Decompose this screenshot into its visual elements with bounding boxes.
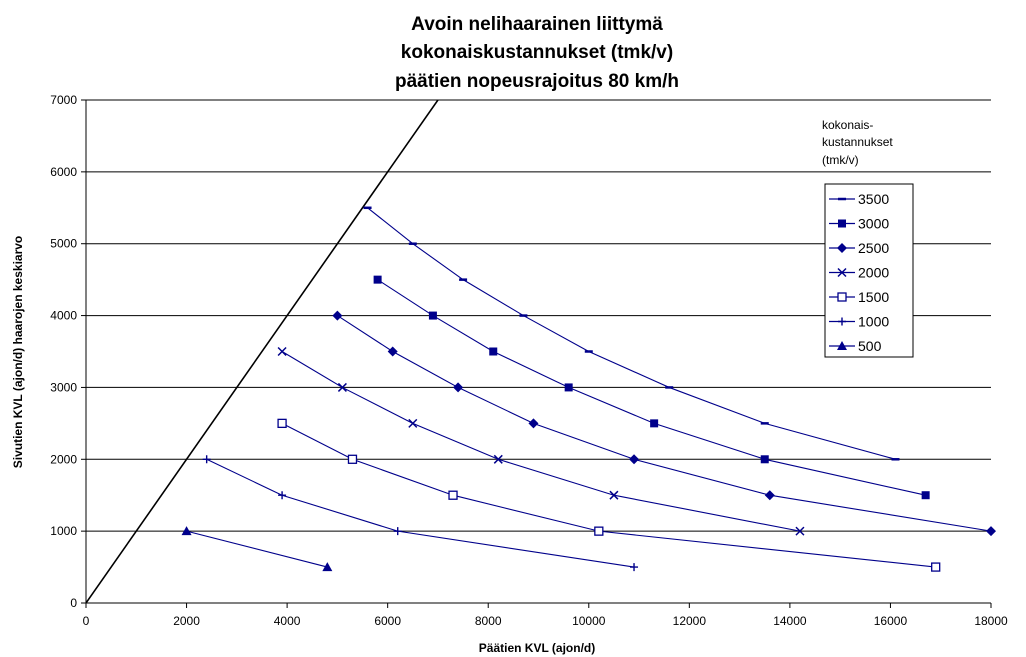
y-tick-label: 0 — [70, 596, 77, 610]
boundary-line-group — [86, 100, 439, 603]
legend-label: 2000 — [858, 265, 889, 281]
legend-marker — [838, 219, 846, 228]
data-point — [448, 490, 458, 500]
x-tick-label: 18000 — [974, 614, 1008, 628]
legend-item-3000: 3000 — [829, 216, 889, 232]
y-tick-label: 2000 — [50, 452, 77, 466]
data-point — [528, 418, 539, 429]
data-point — [564, 383, 573, 392]
legend-item-1500: 1500 — [829, 289, 889, 305]
series-2500 — [332, 310, 996, 537]
data-point — [489, 347, 498, 356]
legend-marker — [837, 341, 847, 350]
data-point — [408, 418, 418, 428]
legend-item-1000: 1000 — [829, 314, 889, 330]
series-3500 — [363, 206, 900, 461]
y-tick-label: 6000 — [50, 165, 77, 179]
chart-title-line-1: Avoin nelihaarainen liittymä — [411, 14, 663, 35]
chart-title-line-2: kokonaiskustannukset (tmk/v) — [401, 42, 673, 63]
data-point — [337, 382, 347, 392]
data-point — [278, 491, 287, 500]
x-tick-label: 12000 — [673, 614, 707, 628]
y-tick-label: 3000 — [50, 380, 77, 394]
series-line — [186, 530, 328, 568]
data-point — [931, 562, 941, 572]
series-line — [281, 422, 936, 568]
legend-marker — [837, 267, 847, 278]
x-axis-title: Päätien KVL (ajon/d) — [479, 641, 595, 655]
x-tick-label: 16000 — [874, 614, 908, 628]
series-500 — [181, 526, 333, 572]
series-line — [281, 351, 801, 532]
legend-marker — [837, 292, 847, 302]
data-point — [277, 418, 287, 429]
data-point — [387, 346, 398, 357]
legend-label: 3500 — [858, 191, 889, 207]
series-3000 — [373, 275, 930, 500]
x-tick-label: 10000 — [572, 614, 606, 628]
data-point — [347, 454, 358, 464]
data-point — [594, 526, 604, 536]
x-axis-ticks: 0 2000 4000 6000 8000 10000 12000 14000 16000 180… — [83, 603, 1008, 628]
legend-item-2000: 2000 — [829, 265, 889, 281]
y-axis-ticks: 0 1000 2000 3000 4000 5000 6000 7000 — [50, 93, 86, 610]
x-tick-label: 2000 — [173, 614, 200, 628]
legend-label: 3000 — [858, 216, 889, 232]
data-point — [322, 562, 333, 572]
series-line — [206, 458, 635, 568]
y-tick-label: 7000 — [50, 93, 77, 107]
legend-item-2500: 2500 — [829, 240, 889, 256]
legend-marker — [837, 243, 847, 253]
data-point — [764, 490, 775, 501]
series-line — [367, 207, 896, 460]
y-axis-title: Sivutien KVL (ajon/d) haarojen keskiarvo — [11, 236, 25, 469]
plot-area — [85, 99, 996, 604]
data-point — [428, 311, 437, 320]
legend: 3500 3000 2500 2000 1500 1000 500 — [824, 183, 914, 358]
x-tick-label: 6000 — [374, 614, 401, 628]
data-point — [921, 491, 930, 500]
data-point — [373, 275, 382, 284]
x-tick-label: 4000 — [274, 614, 301, 628]
chart-title-line-3: päätien nopeusrajoitus 80 km/h — [395, 71, 679, 92]
data-point — [277, 346, 287, 357]
series-group — [181, 206, 996, 572]
data-point — [986, 526, 996, 537]
data-point — [181, 526, 192, 536]
boundary-line — [86, 100, 439, 603]
legend-label: 1000 — [858, 314, 889, 330]
legend-title-line-2: kustannukset — [822, 135, 893, 149]
data-point — [650, 419, 659, 428]
chart-title: Avoin nelihaarainen liittymä kokonaiskus… — [395, 14, 679, 92]
legend-title: kokonais- kustannukset (tmk/v) — [822, 118, 893, 167]
x-tick-label: 14000 — [773, 614, 807, 628]
y-tick-label: 1000 — [50, 524, 77, 538]
data-point — [332, 310, 343, 321]
legend-label: 2500 — [858, 240, 889, 256]
legend-item-3500: 3500 — [829, 191, 889, 207]
data-point — [453, 382, 464, 393]
data-point — [202, 455, 211, 464]
legend-marker — [838, 317, 846, 326]
data-point — [795, 526, 805, 536]
legend-label: 500 — [858, 338, 882, 354]
legend-title-line-1: kokonais- — [822, 118, 873, 132]
series-1000 — [202, 455, 639, 572]
y-tick-label: 4000 — [50, 309, 77, 323]
series-2000 — [277, 346, 805, 536]
data-point — [609, 490, 619, 500]
x-tick-label: 0 — [83, 614, 90, 628]
data-point — [760, 455, 769, 464]
x-tick-label: 8000 — [475, 614, 502, 628]
legend-item-500: 500 — [829, 338, 882, 354]
legend-label: 1500 — [858, 289, 889, 305]
legend-title-line-3: (tmk/v) — [822, 153, 859, 167]
data-point — [630, 563, 639, 572]
data-point — [393, 527, 402, 536]
data-point — [493, 454, 503, 464]
data-point — [629, 454, 640, 465]
y-tick-label: 5000 — [50, 237, 77, 251]
series-1500 — [277, 418, 941, 572]
